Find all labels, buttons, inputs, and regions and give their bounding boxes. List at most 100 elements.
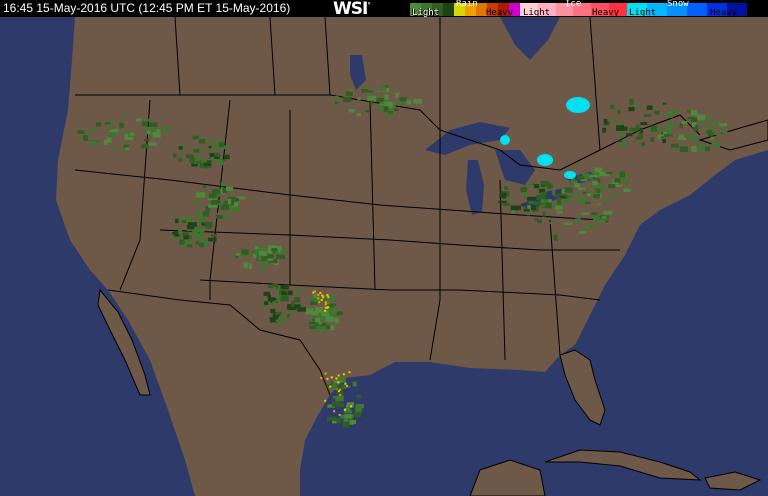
radar-echo (562, 198, 572, 202)
radar-echo (215, 212, 219, 216)
radar-echo (648, 128, 654, 132)
lake-winnipeg (350, 55, 366, 90)
radar-echo-heavy (337, 374, 340, 377)
radar-echo (241, 249, 249, 255)
radar-echo (322, 324, 331, 330)
radar-echo (183, 235, 189, 240)
radar-echo (406, 100, 412, 105)
radar-echo (581, 212, 590, 215)
radar-echo (562, 223, 567, 227)
radar-echo (721, 128, 728, 134)
radar-echo (640, 122, 648, 126)
radar-echo (342, 96, 352, 102)
radar-echo (597, 203, 601, 206)
radar-echo (220, 182, 225, 187)
radar-echo (699, 146, 705, 153)
radar-echo (327, 404, 336, 408)
radar-echo (697, 114, 706, 121)
radar-echo (710, 137, 715, 140)
radar-echo (620, 140, 627, 147)
radar-echo (662, 102, 667, 105)
radar-echo (679, 122, 683, 129)
radar-echo (279, 250, 286, 255)
legend-swatch (432, 3, 443, 16)
radar-echo (582, 173, 590, 177)
radar-echo (77, 130, 85, 135)
radar-echo (280, 296, 289, 302)
radar-echo (229, 200, 234, 206)
legend-snow-heavy: Heavy (710, 8, 738, 18)
radar-echo (248, 263, 252, 269)
radar-echo (162, 126, 171, 132)
radar-echo-heavy (313, 290, 316, 293)
radar-echo (104, 139, 108, 146)
radar-echo (217, 145, 227, 150)
radar-echo (346, 92, 350, 96)
radar-echo (260, 264, 265, 271)
radar-echo (89, 140, 98, 145)
radar-echo (578, 198, 587, 204)
radar-echo (178, 158, 183, 162)
radar-echo (308, 325, 317, 330)
state-lines-1 (74, 169, 601, 221)
radar-echo (311, 297, 320, 301)
state-lines-9 (499, 179, 506, 361)
legend-snow (627, 3, 747, 16)
radar-echo (321, 322, 327, 327)
radar-echo-heavy (322, 296, 325, 299)
radar-echo (584, 227, 589, 231)
radar-echo (702, 115, 712, 119)
radar-echo (546, 183, 553, 189)
radar-echo (542, 211, 546, 217)
radar-echo (607, 184, 616, 189)
radar-echo (243, 262, 249, 268)
radar-echo (105, 122, 111, 125)
radar-echo (317, 326, 326, 332)
radar-echo (498, 200, 507, 203)
state-lines-7 (369, 99, 376, 291)
radar-echo (361, 89, 369, 93)
radar-echo (235, 254, 239, 259)
radar-echo (297, 307, 306, 312)
radar-echo (528, 201, 536, 204)
radar-echo (218, 188, 226, 194)
radar-echo (394, 92, 400, 95)
radar-echo (148, 118, 152, 122)
legend-swatch (707, 3, 727, 16)
radar-echo (172, 235, 178, 240)
radar-echo-heavy (324, 372, 327, 375)
radar-echo (184, 217, 192, 223)
radar-echo (556, 210, 563, 214)
radar-echo (185, 241, 192, 246)
radar-echo (267, 259, 274, 263)
radar-echo (191, 160, 195, 166)
radar-echo (182, 232, 190, 238)
radar-echo (617, 109, 621, 114)
radar-echo (148, 142, 157, 146)
legend-swatch (487, 3, 498, 16)
radar-echo-heavy (319, 291, 322, 294)
radar-echo (586, 192, 591, 197)
radar-echo (108, 120, 113, 127)
radar-echo (601, 172, 609, 177)
radar-echo (670, 143, 679, 148)
radar-echo (395, 92, 399, 99)
radar-echo (521, 192, 528, 197)
radar-echo (553, 234, 558, 241)
radar-echo (225, 186, 234, 191)
radar-echo-heavy (339, 393, 342, 396)
radar-echo (336, 311, 343, 316)
radar-echo (287, 304, 292, 310)
radar-echo (641, 142, 646, 146)
legend-rain (410, 3, 520, 16)
radar-echo (589, 174, 598, 178)
state-lines-8 (429, 130, 441, 361)
radar-echo (552, 189, 556, 196)
radar-echo (520, 186, 527, 193)
radar-echo (650, 137, 654, 142)
radar-echo (609, 117, 614, 121)
radar-echo (232, 206, 241, 213)
radar-echo (144, 138, 150, 141)
radar-echo (146, 130, 154, 135)
radar-echo (346, 402, 354, 408)
